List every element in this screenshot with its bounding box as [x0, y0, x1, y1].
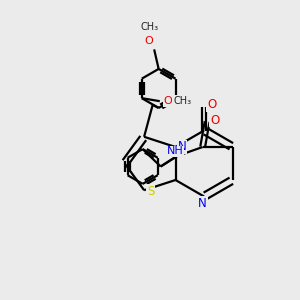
Text: O: O: [210, 113, 219, 127]
Text: O: O: [164, 96, 172, 106]
Text: S: S: [147, 185, 154, 198]
Text: CH₃: CH₃: [141, 22, 159, 32]
Text: O: O: [207, 98, 216, 112]
Text: CH₃: CH₃: [173, 96, 191, 106]
Text: O: O: [144, 36, 153, 46]
Text: N: N: [198, 196, 207, 210]
Text: NH: NH: [167, 146, 183, 157]
Text: N: N: [178, 140, 187, 154]
